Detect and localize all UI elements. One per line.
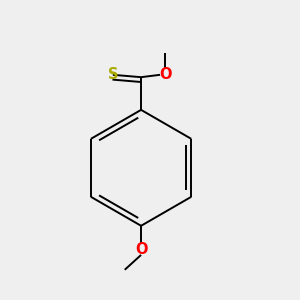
Text: O: O <box>135 242 147 257</box>
Text: O: O <box>159 67 172 82</box>
Text: S: S <box>108 67 118 82</box>
